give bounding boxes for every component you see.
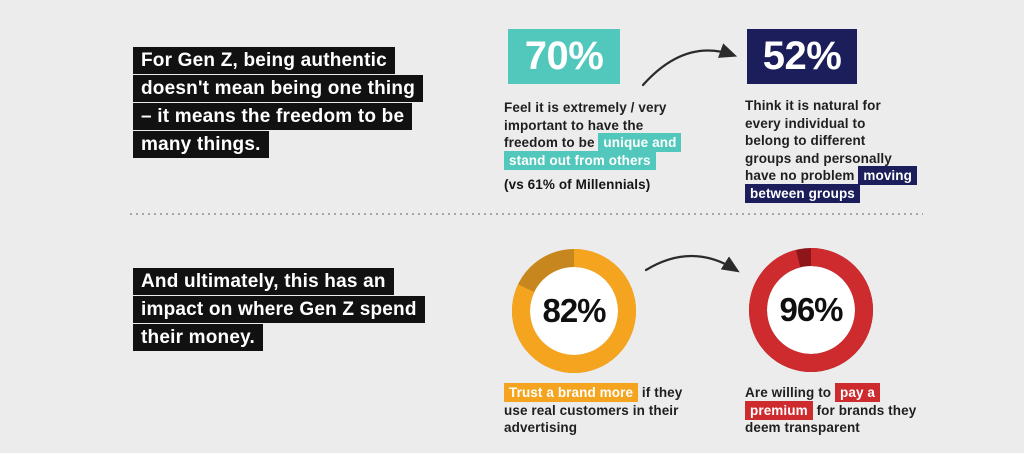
highlight-text: unique and stand out from others [504, 133, 682, 170]
stat-70-value-box: 70% [508, 29, 620, 84]
curved-arrow-icon [644, 255, 740, 273]
stat-70-description: Feel it is extremely / very important to… [504, 99, 719, 170]
plain-text: Think it is natural for every individual… [745, 98, 892, 183]
plain-text: if they use real customers in their adve… [504, 385, 683, 435]
donut-center-label: 82% [542, 292, 606, 329]
donut-ring-96 [749, 248, 873, 372]
stat-52-value: 52% [762, 34, 842, 78]
stat-52-value-box: 52% [747, 29, 857, 84]
stat-70-value: 70% [524, 34, 604, 78]
donut-main-segment [512, 249, 636, 373]
donut-hole [521, 258, 627, 364]
stat-82-description: Trust a brand more if they use real cust… [504, 383, 719, 437]
donut-chart-82: 82% [512, 249, 636, 373]
headline-top: For Gen Z, being authentic doesn't mean … [133, 46, 424, 159]
plain-text: for brands they deem transparent [745, 402, 917, 436]
donut-ring-82 [512, 249, 636, 373]
headline-bottom-text: And ultimately, this has an impact on wh… [133, 267, 425, 351]
plain-text: Are willing to [745, 385, 836, 400]
highlight-text: Trust a brand more [504, 383, 639, 402]
millennials-note: (vs 61% of Millennials) [504, 177, 651, 192]
stat-52-description: Think it is natural for every individual… [745, 97, 960, 203]
dotted-divider [130, 213, 923, 215]
headline-bottom: And ultimately, this has an impact on wh… [133, 267, 425, 352]
plain-text: Feel it is extremely / very important to… [504, 100, 667, 150]
donut-hole [758, 257, 864, 363]
headline-top-text: For Gen Z, being authentic doesn't mean … [133, 46, 424, 158]
curved-arrow-icon [641, 43, 738, 87]
donut-center-label: 96% [779, 291, 843, 328]
stat-96-description: Are willing to pay a premium for brands … [745, 383, 960, 437]
donut-chart-96: 96% [749, 248, 873, 372]
donut-main-segment [749, 248, 873, 372]
